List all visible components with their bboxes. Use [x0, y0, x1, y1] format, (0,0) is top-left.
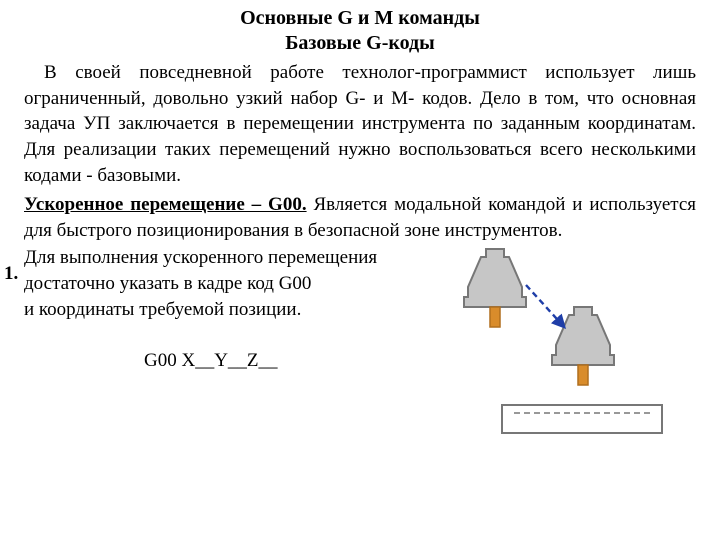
- instruction-line-a: Для выполнения ускоренного перемещения: [24, 245, 424, 271]
- section-1-heading: Ускоренное перемещение – G00.: [24, 194, 307, 215]
- intro-paragraph: В своей повседневной работе технолог-про…: [24, 60, 696, 188]
- rapid-move-arrow: [526, 285, 566, 329]
- instruction-line-b: достаточно указать в кадре код G00: [24, 271, 424, 297]
- title-sub: Базовые G-коды: [24, 31, 696, 56]
- gcode-syntax: G00 X__Y__Z__: [144, 348, 424, 374]
- tool-diagram-svg: [424, 245, 664, 435]
- instruction-line-c: и координаты требуемой позиции.: [24, 297, 424, 323]
- tool-icon-start: [464, 249, 526, 327]
- tool-icon-end: [552, 307, 614, 385]
- section-1-text: Ускоренное перемещение – G00. Является м…: [24, 192, 696, 243]
- workpiece-block: [502, 405, 662, 433]
- title-main: Основные G и M команды: [24, 6, 696, 31]
- list-number: 1.: [4, 263, 18, 285]
- tool-diagram: [424, 245, 696, 435]
- instruction-text: Для выполнения ускоренного перемещения д…: [24, 245, 424, 374]
